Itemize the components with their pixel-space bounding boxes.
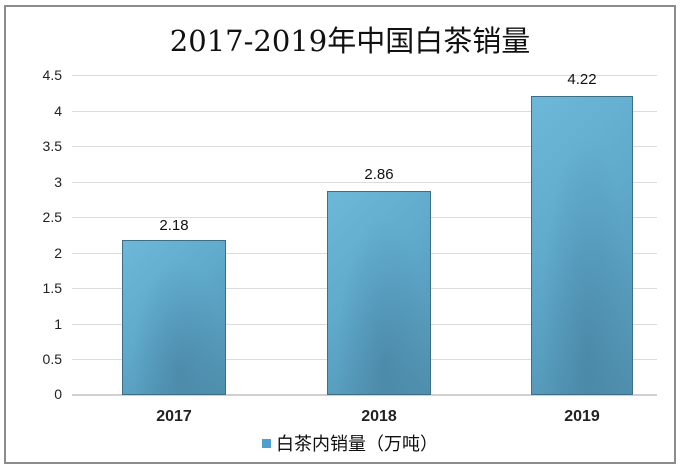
data-label-2018: 2.86 [364,166,394,183]
data-label-2019: 4.22 [567,71,597,88]
legend-swatch-icon [262,438,271,448]
bar-2017[interactable] [122,240,226,395]
y-tick-label: 0 [54,386,62,402]
legend-label: 白茶内销量（万吨） [276,434,438,455]
legend: 白茶内销量（万吨） [0,430,700,456]
x-tick-label: 2019 [564,408,600,425]
y-tick-label: 4.5 [42,67,62,83]
y-tick-label: 3 [54,174,62,190]
x-tick-label: 2018 [361,408,397,425]
y-tick-label: 0.5 [42,351,62,367]
gridline [72,182,657,183]
gridline [72,75,657,76]
x-axis-line [72,394,657,396]
chart-title: 2017-2019年中国白茶销量 [169,24,531,58]
y-tick-label: 3.5 [42,138,62,154]
y-tick-label: 1 [54,316,62,332]
y-tick-label: 2 [54,245,62,261]
y-tick-label: 2.5 [42,209,62,225]
gridline [72,146,657,147]
bar-2019[interactable] [531,96,633,395]
y-tick-label: 4 [54,103,62,119]
x-tick-label: 2017 [156,408,192,425]
data-label-2017: 2.18 [159,217,189,234]
bar-2018[interactable] [327,191,431,395]
y-tick-label: 1.5 [42,280,62,296]
gridline [72,111,657,112]
